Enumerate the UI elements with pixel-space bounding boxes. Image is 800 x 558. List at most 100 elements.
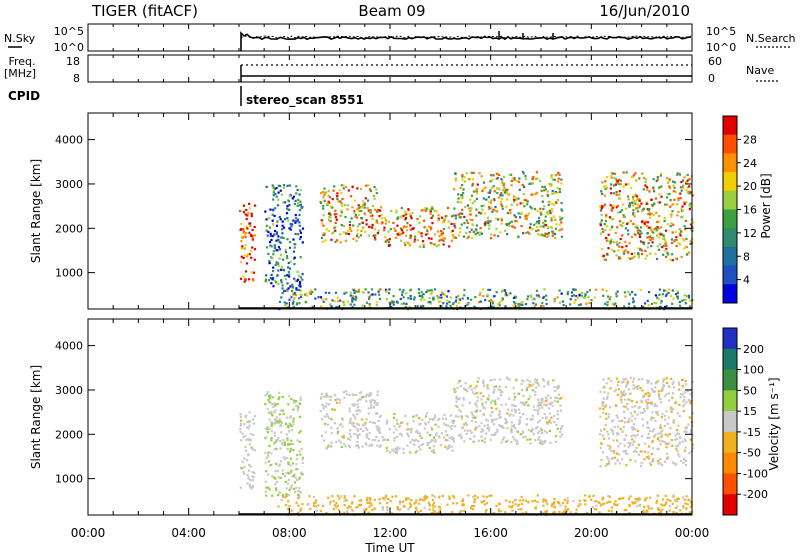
power-echo-cell	[490, 233, 493, 236]
power-echo-cell	[651, 204, 654, 207]
power-echo-cell	[458, 298, 462, 301]
power-echo-cell	[440, 296, 443, 299]
velocity-echo-cell	[559, 404, 562, 407]
power-echo-cell	[480, 232, 483, 235]
velocity-echo-cell	[275, 422, 278, 425]
power-echo-cell	[524, 177, 528, 180]
power-echo-cell	[418, 294, 421, 298]
velocity-echo-cell	[498, 409, 501, 412]
velocity-echo-cell	[300, 472, 303, 476]
power-echo-cell	[638, 199, 641, 202]
power-echo-cell	[508, 221, 511, 224]
power-echo-cell	[671, 241, 674, 245]
power-echo-cell	[271, 257, 274, 260]
power-echo-cell	[654, 294, 657, 297]
power-echo-cell	[606, 176, 609, 179]
velocity-echo-cell	[273, 431, 276, 434]
power-echo-cell	[475, 197, 478, 200]
power-echo-cell	[544, 215, 547, 218]
velocity-echo-cell	[516, 442, 519, 445]
nsearch-label: N.Search	[746, 32, 796, 45]
velocity-echo-cell	[504, 511, 507, 514]
nsky-label: N.Sky	[4, 32, 36, 45]
nsearch-trace	[240, 35, 692, 39]
power-echo-cell	[268, 259, 271, 263]
power-echo-cell	[533, 223, 536, 226]
velocity-echo-cell	[287, 461, 290, 464]
velocity-echo-cell	[265, 486, 268, 489]
power-echo-cell	[398, 288, 401, 291]
power-echo-cell	[557, 198, 560, 202]
power-echo-cell	[285, 254, 289, 258]
power-echo-cell	[471, 178, 474, 181]
velocity-echo-cell	[473, 498, 476, 501]
velocity-echo-cell	[534, 390, 537, 393]
power-echo-cell	[554, 218, 557, 221]
velocity-echo-cell	[674, 462, 677, 465]
velocity-echo-cell	[602, 400, 605, 404]
power-echo-cell	[299, 200, 302, 203]
velocity-echo-cell	[674, 402, 677, 405]
power-echo-cell	[539, 211, 542, 214]
velocity-echo-cell	[375, 425, 378, 428]
power-echo-cell	[243, 280, 246, 283]
velocity-echo-cell	[500, 425, 503, 429]
velocity-echo-cell	[340, 445, 343, 448]
power-echo-cell	[373, 228, 376, 231]
velocity-echo-cell	[385, 421, 389, 425]
power-echo-cell	[666, 193, 669, 196]
velocity-echo-cell	[289, 464, 292, 467]
power-echo-cell	[655, 302, 658, 305]
power-echo-cell	[605, 236, 608, 240]
velocity-echo-cell	[352, 404, 355, 407]
power-echo-cell	[349, 294, 352, 297]
power-echo-cell	[649, 229, 653, 232]
velocity-echo-cell	[399, 502, 402, 505]
power-echo-cell	[543, 288, 546, 291]
velocity-echo-cell	[678, 455, 681, 458]
velocity-echo-cell	[661, 498, 665, 501]
power-echo-cell	[559, 301, 562, 304]
velocity-echo-cell	[441, 417, 445, 420]
power-echo-cell	[280, 296, 283, 299]
power-echo-cell	[248, 253, 251, 256]
velocity-echo-cell	[287, 507, 290, 510]
power-echo-cell	[454, 300, 457, 303]
power-echo-cell	[495, 217, 498, 220]
power-echo-cell	[640, 249, 644, 252]
velocity-echo-cell	[359, 503, 363, 506]
power-echo-cell	[271, 184, 274, 187]
power-colorbar-tick-label: 16	[743, 204, 757, 217]
velocity-echo-cell	[376, 402, 379, 405]
power-echo-cell	[506, 188, 509, 191]
velocity-echo-cell	[657, 413, 660, 416]
velocity-echo-cell	[628, 503, 631, 506]
velocity-echo-cell	[659, 401, 663, 404]
velocity-echo-cell	[285, 472, 288, 475]
velocity-echo-cell	[676, 428, 679, 432]
power-echo-cell	[681, 186, 684, 189]
velocity-echo-cell	[428, 503, 431, 506]
velocity-echo-cell	[659, 511, 662, 514]
velocity-echo-cell	[630, 435, 633, 438]
power-echo-cell	[365, 301, 369, 304]
power-echo-cell	[268, 262, 271, 265]
power-echo-cell	[286, 184, 289, 187]
power-echo-cell	[296, 218, 299, 221]
power-echo-cell	[451, 229, 454, 232]
velocity-echo-cell	[248, 424, 251, 427]
power-echo-cell	[272, 266, 275, 269]
velocity-echo-cell	[277, 476, 280, 479]
velocity-echo-cell	[531, 389, 534, 392]
power-echo-cell	[493, 234, 496, 237]
power-echo-cell	[351, 306, 354, 309]
power-echo-cell	[328, 291, 331, 294]
velocity-echo-cell	[647, 380, 650, 383]
velocity-echo-cell	[435, 432, 438, 435]
power-echo-cell	[365, 184, 368, 187]
velocity-echo-cell	[678, 497, 681, 500]
power-echo-cell	[683, 294, 686, 297]
velocity-echo-cell	[652, 389, 655, 392]
velocity-echo-cell	[607, 392, 610, 395]
power-echo-cell	[352, 297, 355, 301]
